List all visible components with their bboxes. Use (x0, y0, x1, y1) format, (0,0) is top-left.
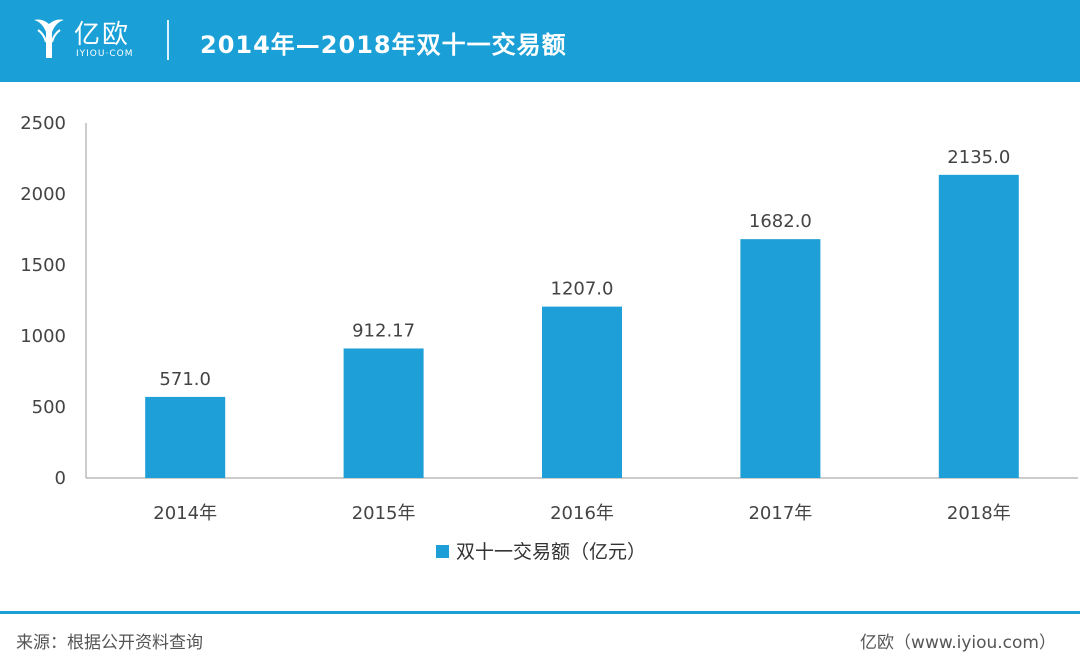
header-divider (167, 20, 169, 60)
y-tick-label: 1000 (20, 326, 66, 347)
footer-brand: 亿欧（www.iyiou.com） (860, 633, 1056, 653)
x-tick-label: 2017年 (748, 503, 812, 524)
logo-text: 亿欧 (74, 20, 131, 50)
footer-divider (0, 611, 1080, 614)
y-tick-label: 1500 (20, 255, 66, 276)
legend-label: 双十一交易额（亿元） (456, 541, 646, 563)
data-label: 2135.0 (947, 147, 1010, 168)
data-label: 571.0 (159, 369, 211, 390)
x-tick-label: 2016年 (550, 503, 614, 524)
y-tick-label: 2500 (20, 113, 66, 134)
logo-subtext: IYIOU·COM (76, 49, 134, 59)
bar (145, 396, 226, 478)
x-tick-label: 2018年 (947, 503, 1011, 524)
bar (343, 348, 424, 478)
bar (740, 239, 821, 478)
y-tick-label: 2000 (20, 184, 66, 205)
chart-title: 2014年—2018年双十一交易额 (200, 31, 567, 59)
x-tick-label: 2015年 (352, 503, 416, 524)
bar-chart: 0 500 1000 1500 2000 2500 571.0 2014年 912.17 2015… (20, 113, 1078, 563)
y-tick-label: 0 (55, 468, 66, 489)
bar (542, 306, 622, 478)
data-label: 1682.0 (749, 211, 812, 232)
bar (938, 174, 1019, 478)
yiou-logo-icon (34, 19, 64, 58)
data-label: 912.17 (352, 320, 415, 341)
header-banner: 亿欧 IYIOU·COM 2014年—2018年双十一交易额 (0, 0, 1080, 82)
source-note: 来源：根据公开资料查询 (16, 633, 203, 653)
data-label: 1207.0 (551, 279, 614, 300)
y-tick-label: 500 (32, 397, 66, 418)
legend-swatch (436, 545, 449, 558)
x-tick-label: 2014年 (153, 503, 217, 524)
